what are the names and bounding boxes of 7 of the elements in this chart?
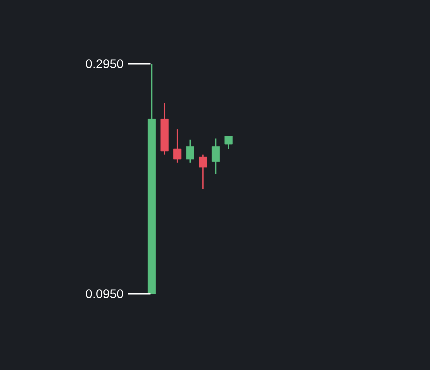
ref-line-label: 0.0950 [86,290,124,298]
ref-line-label: 0.2950 [86,60,124,68]
candlestick [199,154,208,190]
candlestick [224,136,233,150]
candlestick [186,139,194,164]
candlestick [212,138,220,176]
candlestick [174,128,182,164]
